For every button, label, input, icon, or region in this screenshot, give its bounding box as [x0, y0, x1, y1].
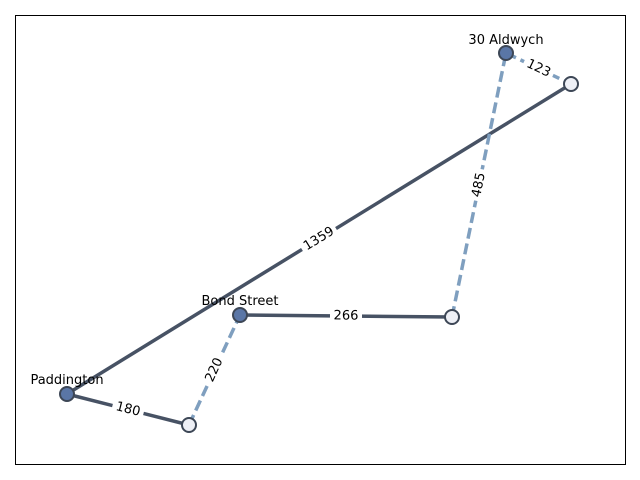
- node-labels-layer: Paddington Bond Street 30 Aldwych: [30, 33, 543, 388]
- station-label-aldwych: 30 Aldwych: [468, 33, 543, 48]
- edge-label: 485: [469, 171, 489, 198]
- edge-label-background: [110, 396, 146, 423]
- edge-label-group: 485: [466, 167, 492, 203]
- station-node-bond-street: [232, 307, 248, 323]
- edge-label-group: 266: [329, 306, 363, 326]
- edge-label-background: [199, 351, 230, 389]
- station-node-paddington: [59, 386, 75, 402]
- edge-label-background: [329, 306, 363, 326]
- station-node-aldwych: [498, 45, 514, 61]
- edge-label: 180: [114, 399, 142, 420]
- station-label-paddington: Paddington: [30, 373, 103, 388]
- edge-label-background: [520, 53, 557, 84]
- waypoint-node: [563, 76, 579, 92]
- waypoint-node: [181, 417, 197, 433]
- edge-label: 266: [334, 308, 359, 323]
- nodes-layer: [59, 45, 579, 433]
- edge-label-background: [297, 220, 341, 258]
- edge-label-background: [466, 167, 492, 203]
- edge-label-group: 180: [110, 396, 146, 423]
- station-label-bond-street: Bond Street: [202, 294, 279, 309]
- waypoint-node: [444, 309, 460, 325]
- edge-w2-bond-street: [187, 314, 242, 426]
